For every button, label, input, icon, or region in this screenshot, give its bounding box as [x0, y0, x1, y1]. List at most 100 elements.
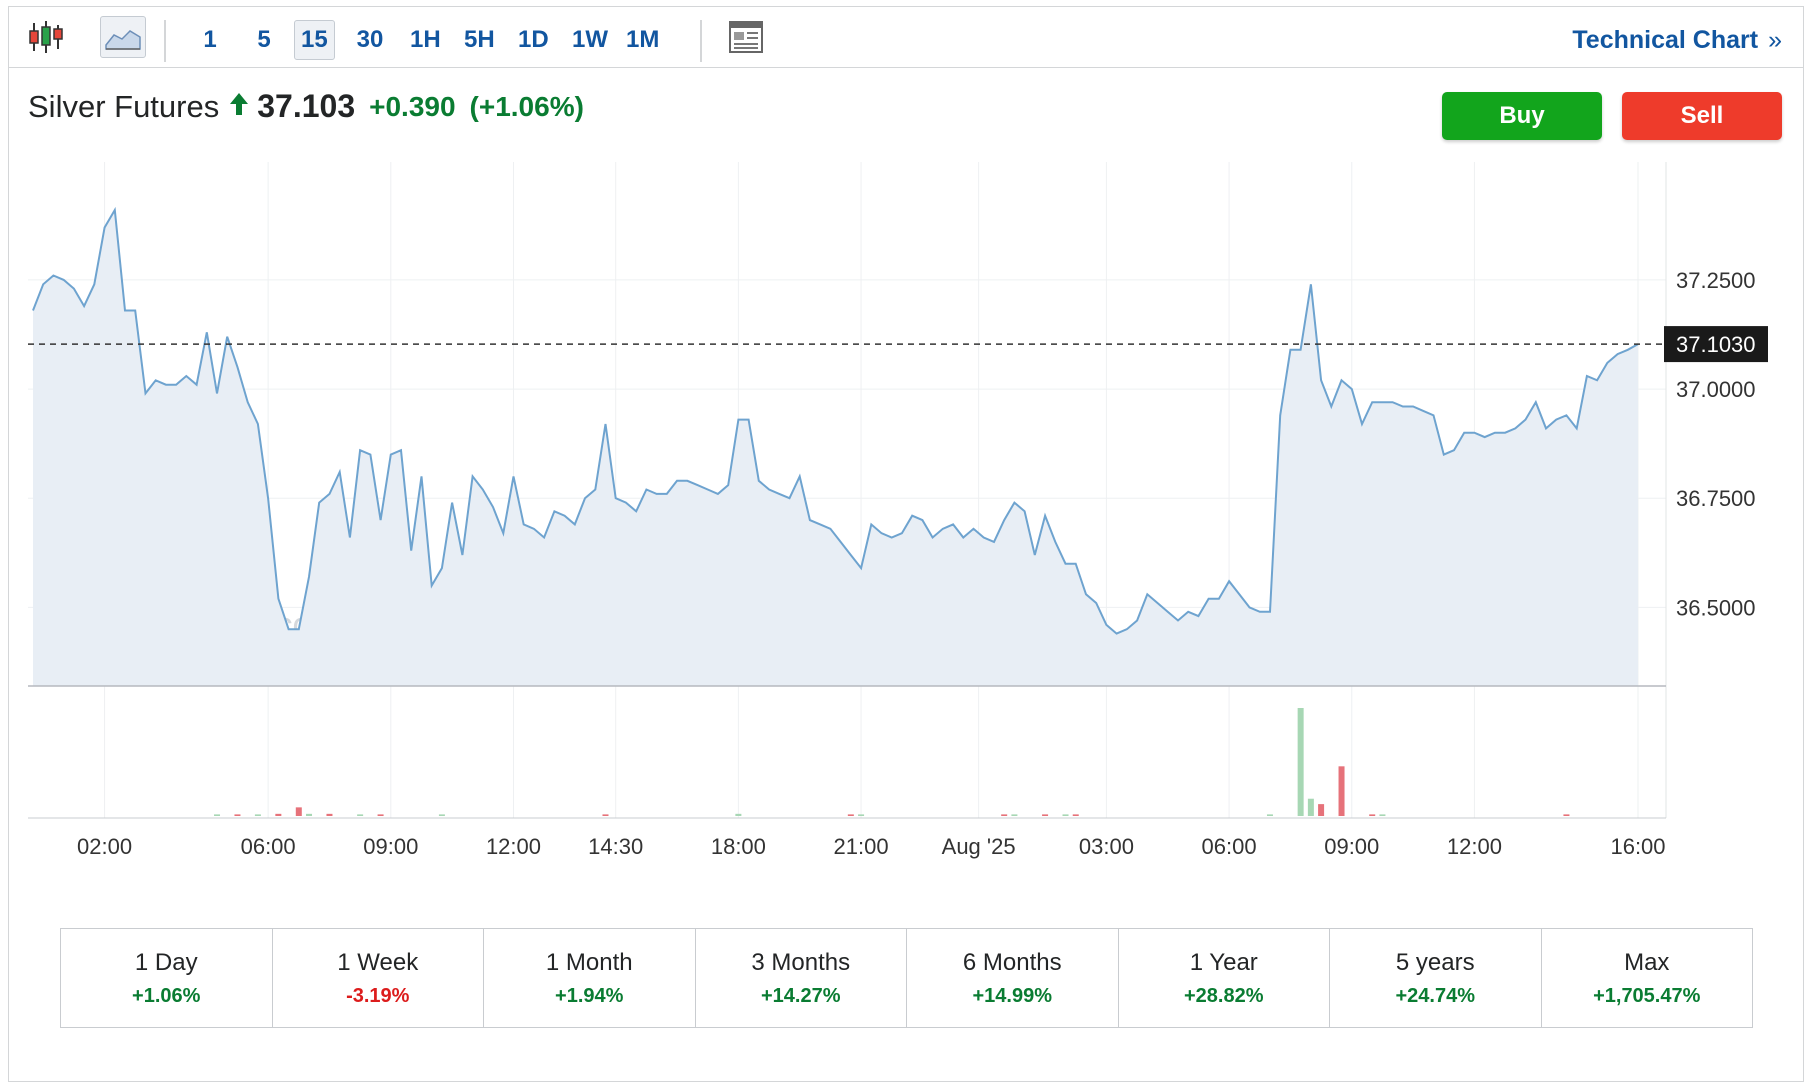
x-tick-label: 12:00 [486, 834, 541, 859]
double-chevron-right-icon: » [1768, 26, 1782, 54]
x-tick-label: 06:00 [1202, 834, 1257, 859]
y-tick-label: 36.5000 [1676, 595, 1756, 620]
performance-period: 5 years [1395, 948, 1475, 976]
x-tick-label: 18:00 [711, 834, 766, 859]
x-tick-label: 09:00 [363, 834, 418, 859]
volume-bar-small [1011, 814, 1018, 816]
volume-bar-small [1379, 814, 1386, 816]
chart-widget [8, 6, 1804, 1082]
performance-cell[interactable]: 1 Month +1.94% [484, 929, 696, 1027]
price-change-percent: (+1.06%) [469, 90, 584, 122]
performance-cell[interactable]: 1 Day +1.06% [61, 929, 273, 1027]
performance-cell[interactable]: 1 Year +28.82% [1119, 929, 1330, 1027]
volume-bar-small [1369, 814, 1376, 816]
volume-bar-down [1318, 804, 1325, 816]
performance-change: +28.82% [1183, 984, 1264, 1007]
chart-toolbar: 1 5 15 30 1H 5H 1D 1W 1M Technical Chart… [8, 6, 1804, 68]
interval-1h[interactable]: 1H [410, 26, 441, 53]
technical-chart-link[interactable]: Technical Chart » [1572, 26, 1782, 55]
toolbar-separator [164, 20, 166, 62]
performance-period: 1 Year [1189, 948, 1258, 976]
x-tick-label: Aug '25 [942, 834, 1016, 859]
current-price-label: 37.1030 [1664, 326, 1768, 363]
performance-change: +24.74% [1395, 984, 1475, 1007]
performance-period: 6 Months [962, 948, 1062, 976]
buy-button[interactable]: Buy [1442, 92, 1602, 140]
volume-bar-small [847, 814, 854, 816]
up-arrow-icon [229, 92, 249, 121]
volume-bar-small [214, 814, 221, 816]
price-line [32, 206, 1639, 635]
volume-bar-small [1266, 814, 1273, 816]
x-tick-label: 14:30 [588, 834, 643, 859]
x-tick-label: 03:00 [1079, 834, 1134, 859]
performance-cell[interactable]: 6 Months +14.99% [907, 929, 1119, 1027]
interval-1d[interactable]: 1D [518, 26, 549, 53]
x-tick-label: 16:00 [1610, 834, 1665, 859]
interval-5[interactable]: 5 [257, 26, 271, 53]
volume-bar-small [735, 813, 742, 816]
x-tick-label: 06:00 [241, 834, 296, 859]
performance-change: +1.06% [132, 984, 201, 1007]
volume-bar-small [254, 814, 261, 816]
volume-bar-up [1307, 798, 1314, 816]
interval-1[interactable]: 1 [203, 26, 217, 53]
performance-change: +14.99% [972, 984, 1052, 1007]
instrument-name: Silver Futures [28, 88, 220, 124]
volume-bar-small [1001, 814, 1008, 816]
volume-bar-small [602, 814, 609, 816]
price-area-fill [33, 210, 1638, 686]
performance-period: 1 Week [337, 948, 419, 976]
interval-1w[interactable]: 1W [572, 26, 608, 53]
y-tick-label: 37.2500 [1676, 268, 1756, 293]
volume-bar-small [858, 814, 865, 816]
interval-30[interactable]: 30 [356, 26, 384, 53]
quote-header: Silver Futures 37.103 +0.390 (+1.06%) [28, 88, 584, 125]
y-tick-label: 36.7500 [1676, 486, 1756, 511]
layout-panel-icon[interactable] [726, 16, 766, 58]
volume-bar-small [326, 813, 333, 816]
volume-bar-down [295, 807, 302, 816]
interval-1m[interactable]: 1M [626, 26, 660, 53]
volume-bar-small [1072, 814, 1079, 816]
technical-chart-label: Technical Chart [1572, 26, 1759, 54]
volume-bar-small [357, 814, 364, 816]
sell-button[interactable]: Sell [1622, 92, 1782, 140]
performance-change: +1.94% [555, 984, 624, 1007]
volume-bar-down [1338, 766, 1345, 816]
x-tick-label: 02:00 [77, 834, 132, 859]
performance-cell[interactable]: Max +1,705.47% [1542, 929, 1753, 1027]
candlestick-icon[interactable] [26, 16, 66, 58]
price-chart[interactable]: Investing .com 37.250037.000036.750036.5… [0, 0, 1812, 900]
performance-period: Max [1624, 948, 1670, 976]
svg-text:37.1030: 37.1030 [1676, 332, 1756, 357]
volume-bar-small [1042, 814, 1049, 816]
performance-cell[interactable]: 5 years +24.74% [1330, 929, 1542, 1027]
volume-bar-up [1297, 708, 1304, 816]
performance-change: +1,705.47% [1593, 984, 1701, 1007]
performance-cell[interactable]: 1 Week -3.19% [273, 929, 484, 1027]
performance-strip: 1 Day +1.06% 1 Week -3.19% 1 Month +1.94% 3 Mo… [60, 928, 1753, 1028]
volume-bar-small [275, 813, 282, 816]
volume-bar-small [234, 814, 241, 816]
performance-change: +14.27% [760, 984, 841, 1007]
volume-bar-small [438, 814, 445, 816]
interval-15[interactable]: 15 [294, 20, 335, 60]
volume-bar-small [377, 814, 384, 816]
toolbar-separator [700, 20, 702, 62]
interval-5h[interactable]: 5H [464, 26, 495, 53]
volume-bar-small [1563, 814, 1570, 816]
volume-bar-small [306, 813, 313, 816]
x-tick-label: 21:00 [834, 834, 889, 859]
price-change: +0.390 [369, 90, 456, 122]
performance-cell[interactable]: 3 Months +14.27% [696, 929, 907, 1027]
performance-period: 1 Day [134, 948, 198, 976]
area-chart-icon[interactable] [100, 16, 146, 58]
last-price: 37.103 [257, 88, 356, 124]
performance-period: 1 Month [545, 948, 633, 976]
performance-change: -3.19% [346, 984, 410, 1007]
y-tick-label: 37.0000 [1676, 377, 1756, 402]
x-tick-label: 12:00 [1447, 834, 1502, 859]
volume-bar-small [1062, 814, 1069, 816]
performance-period: 3 Months [751, 948, 851, 976]
